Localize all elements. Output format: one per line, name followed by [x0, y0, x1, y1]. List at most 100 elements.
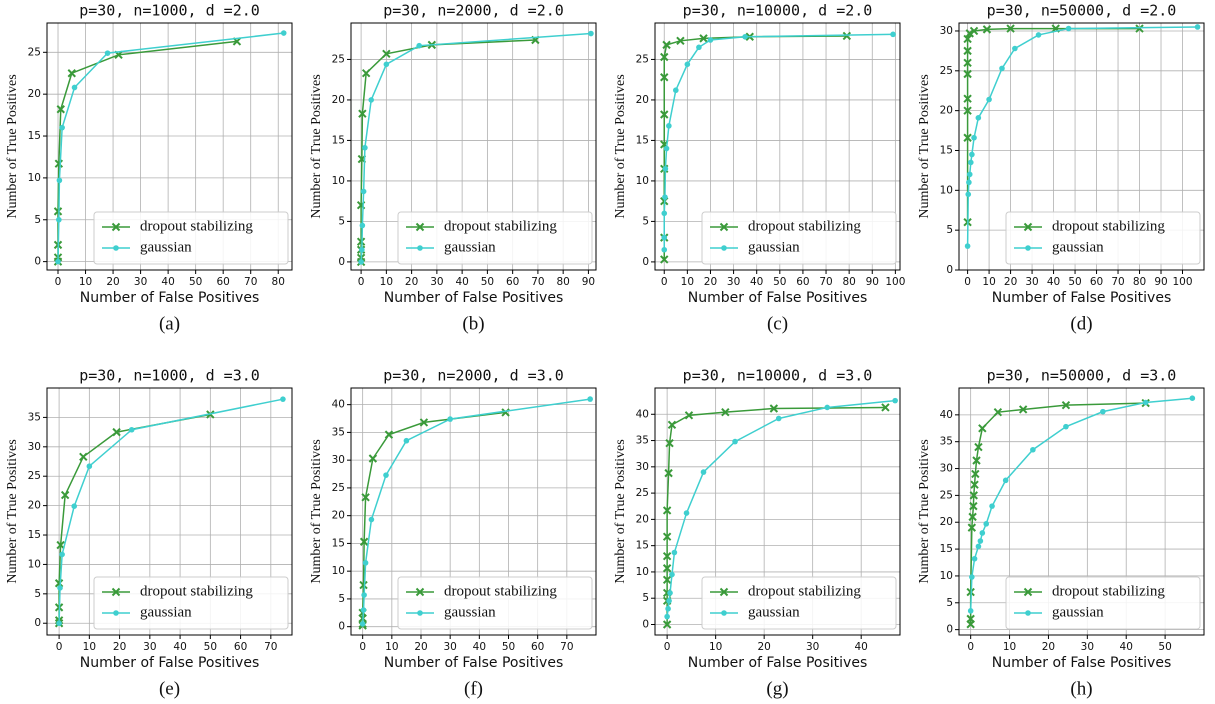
marker: [663, 145, 670, 152]
chart-title: p=30, n=10000, d =2.0: [683, 2, 873, 20]
marker: [662, 532, 672, 541]
marker: [968, 512, 977, 522]
y-tick-label: 10: [636, 566, 649, 578]
y-tick-label: 0: [642, 618, 649, 630]
x-tick-label: 20: [1004, 276, 1017, 288]
marker: [665, 605, 671, 612]
marker: [661, 210, 668, 217]
x-tick-label: 20: [405, 276, 418, 288]
marker: [56, 620, 62, 627]
caption: (b): [462, 313, 484, 334]
x-tick-label: 60: [1090, 276, 1103, 288]
marker: [384, 430, 394, 439]
marker: [128, 426, 135, 433]
marker: [662, 551, 672, 561]
x-tick-label: 10: [1003, 641, 1016, 653]
caption: (c): [767, 313, 788, 334]
x-tick-label: 60: [216, 276, 229, 288]
x-tick-label: 60: [796, 276, 809, 288]
series-line: [969, 402, 1146, 625]
x-tick-label: 50: [204, 641, 217, 653]
x-axis-label: Number of False Positives: [688, 290, 868, 306]
y-tick-label: 20: [28, 500, 41, 512]
marker: [662, 194, 668, 200]
marker: [360, 607, 367, 613]
y-axis-label: Number of True Positives: [613, 74, 628, 218]
y-tick-label: 40: [636, 408, 649, 420]
marker: [1025, 610, 1031, 616]
marker: [664, 468, 673, 478]
x-tick-label: 40: [1120, 641, 1133, 653]
y-tick-label: 20: [940, 516, 953, 528]
x-tick-label: 100: [885, 276, 905, 288]
x-axis-label: Number of False Positives: [80, 655, 260, 671]
y-tick-label: 10: [940, 184, 953, 196]
y-tick-label: 35: [940, 436, 953, 448]
legend-label: dropout stabilizing: [1052, 583, 1165, 599]
y-tick-label: 10: [28, 558, 41, 570]
marker: [59, 551, 65, 558]
marker: [587, 396, 593, 402]
legend-box: [93, 211, 289, 265]
marker: [842, 31, 852, 41]
x-tick-label: 0: [55, 276, 62, 288]
marker: [111, 222, 121, 232]
marker: [55, 258, 61, 265]
marker: [824, 404, 831, 411]
marker: [669, 571, 675, 578]
x-tick-label: 40: [161, 276, 174, 288]
x-tick-label: 0: [56, 641, 63, 653]
marker: [113, 245, 119, 251]
chart-title: p=30, n=2000, d =3.0: [383, 367, 564, 385]
plot-frame: [958, 22, 1205, 271]
x-tick-label: 20: [414, 641, 427, 653]
plot-frame: [350, 22, 597, 271]
y-tick-label: 5: [34, 588, 41, 600]
marker: [662, 620, 672, 629]
chart-title: p=30, n=1000, d =2.0: [79, 2, 260, 20]
marker: [969, 151, 975, 158]
x-axis-label: Number of False Positives: [992, 655, 1172, 671]
marker: [661, 246, 668, 253]
marker: [671, 549, 678, 556]
marker: [967, 523, 977, 532]
caption: (h): [1070, 678, 1092, 699]
marker: [660, 73, 669, 82]
marker: [966, 614, 975, 624]
marker: [79, 452, 88, 462]
x-tick-label: 30: [806, 641, 819, 653]
x-tick-label: 70: [531, 276, 544, 288]
marker: [113, 610, 119, 616]
y-tick-label: 5: [338, 593, 345, 605]
x-tick-label: 70: [264, 641, 277, 653]
y-tick-label: 0: [338, 256, 345, 268]
y-tick-label: 0: [946, 264, 953, 276]
marker: [1002, 477, 1009, 484]
y-tick-label: 10: [940, 570, 953, 582]
x-tick-label: 50: [1068, 276, 1081, 288]
y-tick-label: 40: [940, 409, 953, 421]
x-axis-label: Number of False Positives: [80, 290, 260, 306]
y-tick-label: 0: [34, 617, 41, 629]
x-tick-label: 90: [1154, 276, 1167, 288]
marker: [358, 259, 364, 265]
marker: [664, 613, 670, 620]
marker: [1135, 24, 1144, 33]
plot-frame: [350, 387, 597, 636]
y-tick-label: 5: [34, 214, 41, 226]
marker: [963, 34, 972, 44]
marker: [974, 442, 983, 452]
marker: [719, 587, 729, 597]
marker: [1035, 32, 1042, 38]
x-tick-label: 20: [757, 641, 770, 653]
x-tick-label: 30: [1025, 276, 1038, 288]
y-tick-label: 25: [332, 482, 345, 494]
x-tick-label: 80: [556, 276, 569, 288]
marker: [1061, 400, 1071, 410]
marker: [356, 237, 366, 246]
marker: [699, 34, 708, 43]
plot-frame: [958, 387, 1205, 636]
y-tick-label: 15: [940, 543, 953, 555]
legend-label: dropout stabilizing: [748, 583, 861, 599]
